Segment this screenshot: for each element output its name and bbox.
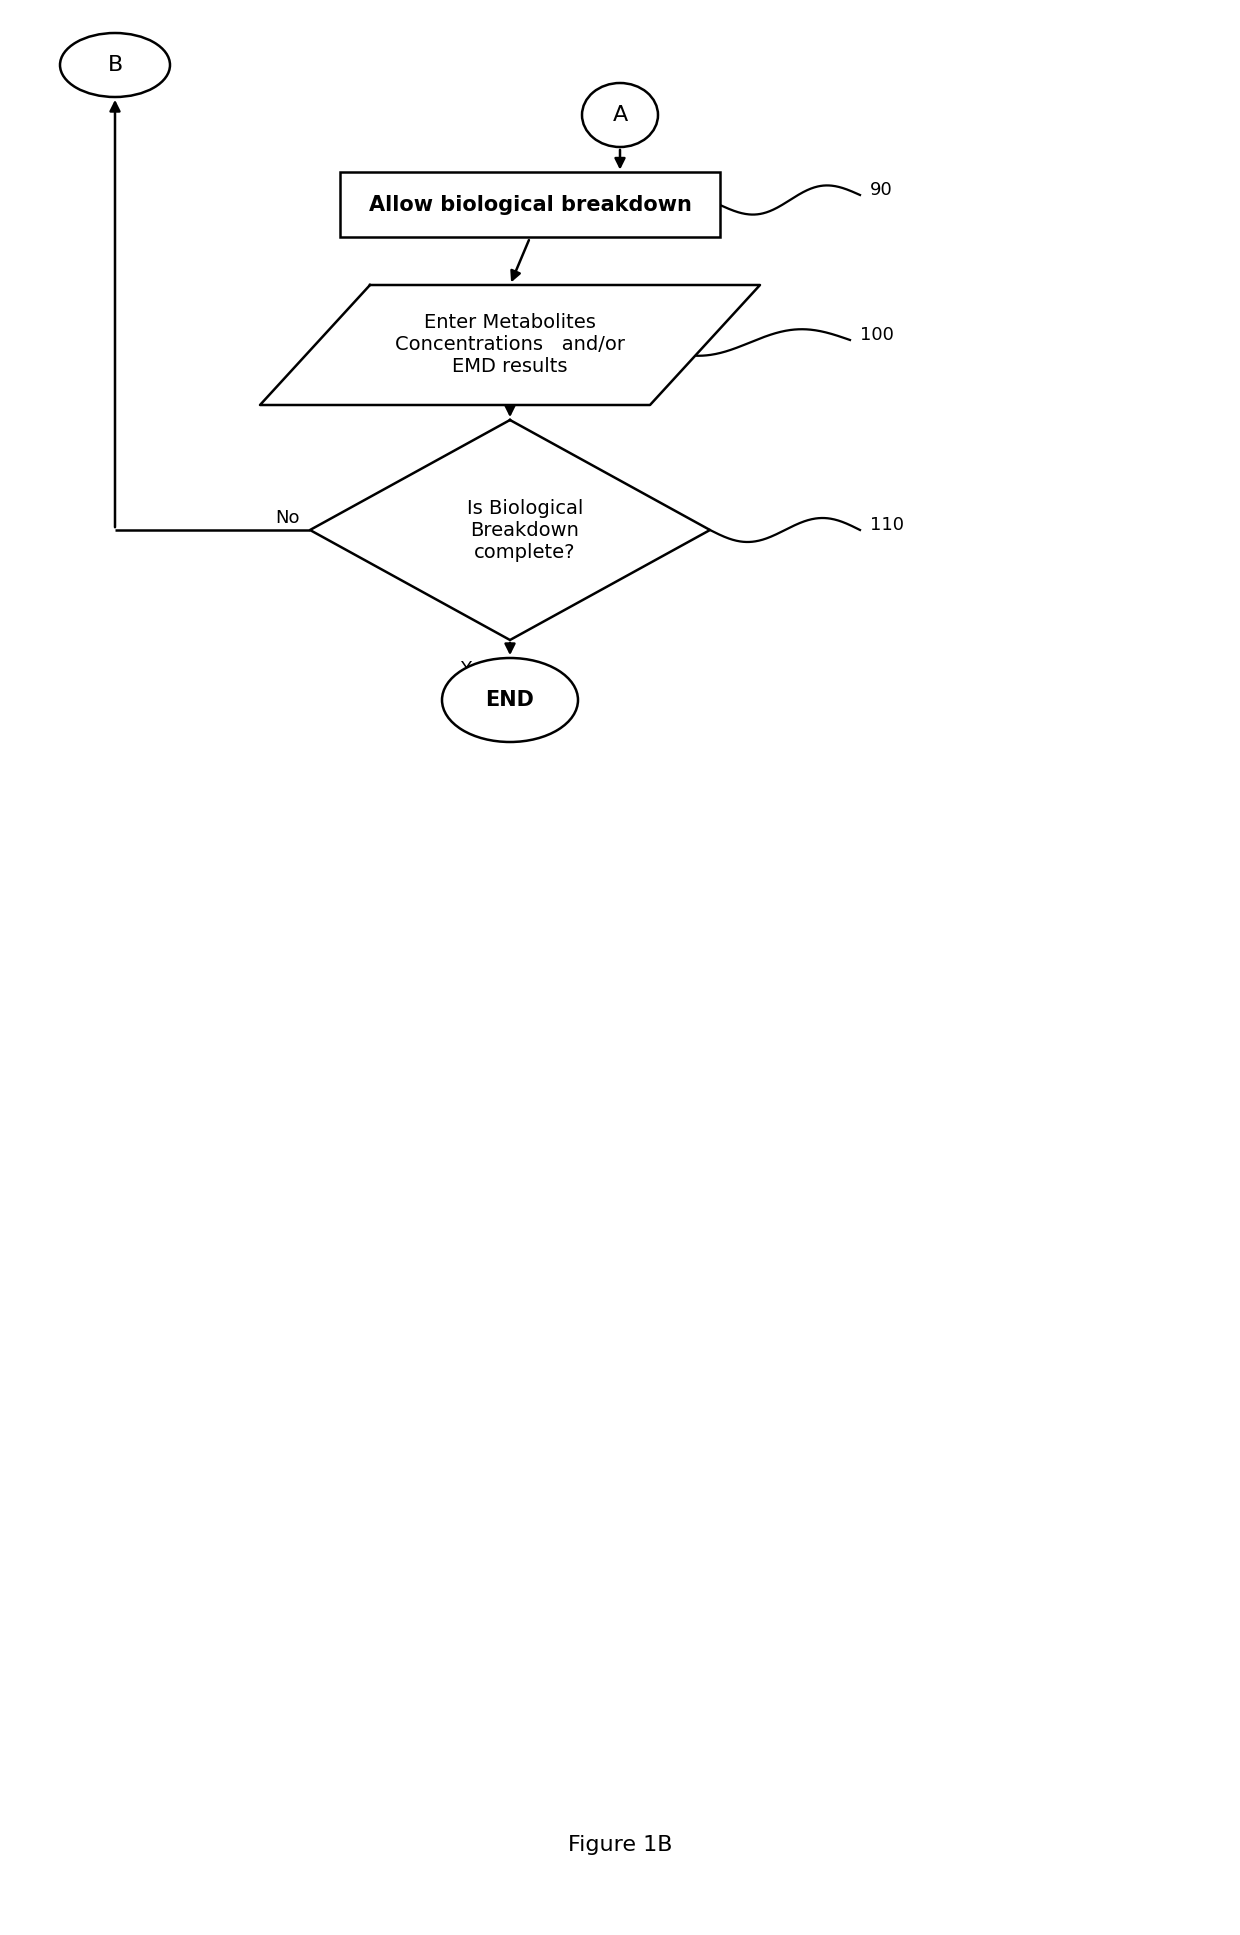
Text: 110: 110: [870, 517, 904, 534]
Text: Allow biological breakdown: Allow biological breakdown: [368, 195, 692, 215]
Text: No: No: [275, 509, 300, 526]
FancyBboxPatch shape: [340, 172, 720, 238]
Ellipse shape: [582, 83, 658, 147]
Text: END: END: [486, 691, 534, 710]
Ellipse shape: [441, 658, 578, 741]
Text: Yes: Yes: [460, 660, 490, 677]
Ellipse shape: [60, 33, 170, 97]
Text: 100: 100: [861, 325, 894, 344]
Text: Figure 1B: Figure 1B: [568, 1834, 672, 1856]
Polygon shape: [310, 420, 711, 640]
Polygon shape: [260, 284, 760, 404]
Text: B: B: [108, 54, 123, 75]
Text: Enter Metabolites
Concentrations   and/or
EMD results: Enter Metabolites Concentrations and/or …: [396, 313, 625, 377]
Text: 90: 90: [870, 182, 893, 199]
Text: A: A: [613, 104, 627, 126]
Text: Is Biological
Breakdown
complete?: Is Biological Breakdown complete?: [466, 499, 583, 561]
